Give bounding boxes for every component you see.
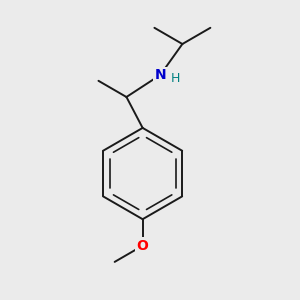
Text: N: N (154, 68, 166, 82)
Text: H: H (171, 72, 180, 85)
Text: O: O (137, 239, 148, 253)
